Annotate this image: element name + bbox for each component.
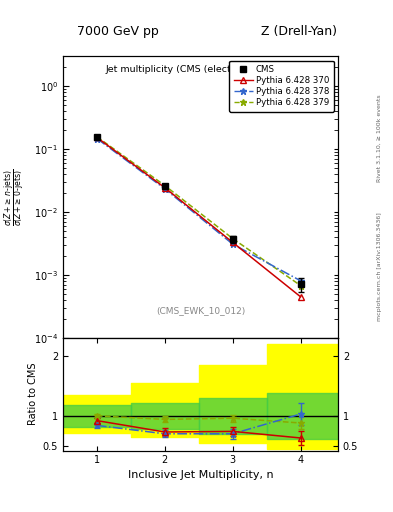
Text: Rivet 3.1.10, ≥ 100k events: Rivet 3.1.10, ≥ 100k events <box>377 94 382 182</box>
Text: 7000 GeV pp: 7000 GeV pp <box>77 26 159 38</box>
Y-axis label: $\frac{\sigma(Z{+}{\geq}\,n\text{-jets})}{\sigma(Z{+}{\geq}\,0\text{-jets})}$: $\frac{\sigma(Z{+}{\geq}\,n\text{-jets})… <box>3 168 28 226</box>
Text: Z (Drell-Yan): Z (Drell-Yan) <box>261 26 337 38</box>
Text: mcplots.cern.ch [arXiv:1306.3436]: mcplots.cern.ch [arXiv:1306.3436] <box>377 212 382 321</box>
Y-axis label: Ratio to CMS: Ratio to CMS <box>28 363 39 425</box>
Text: Jet multiplicity (CMS (electron channel)): Jet multiplicity (CMS (electron channel)… <box>106 65 295 74</box>
X-axis label: Inclusive Jet Multiplicity, n: Inclusive Jet Multiplicity, n <box>128 470 273 480</box>
Text: (CMS_EWK_10_012): (CMS_EWK_10_012) <box>156 306 245 315</box>
Legend: CMS, Pythia 6.428 370, Pythia 6.428 378, Pythia 6.428 379: CMS, Pythia 6.428 370, Pythia 6.428 378,… <box>229 60 334 112</box>
